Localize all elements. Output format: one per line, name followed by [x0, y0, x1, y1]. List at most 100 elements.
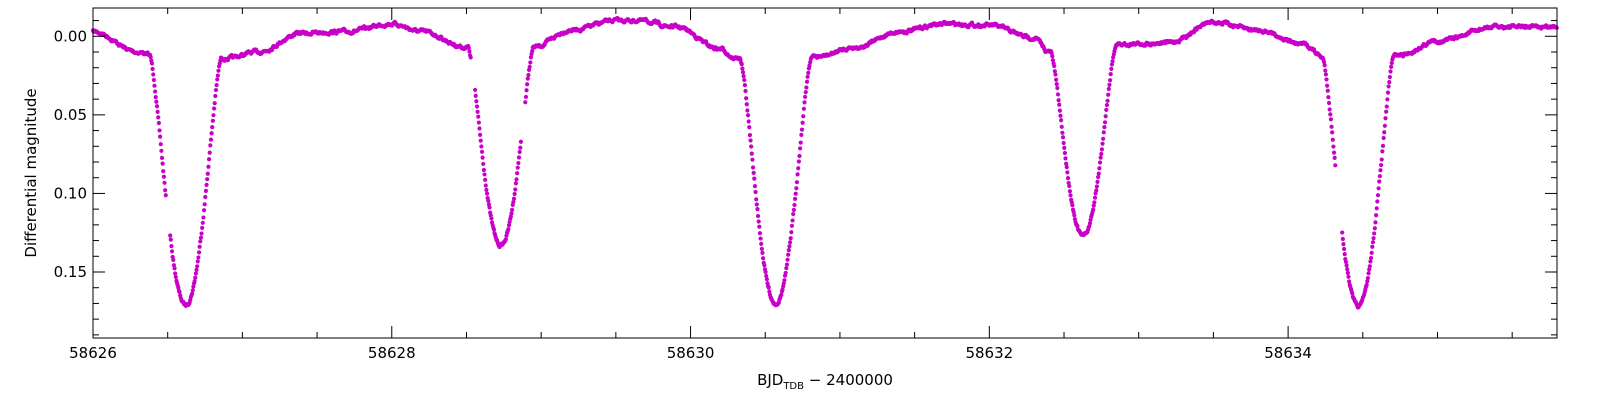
data-point	[745, 108, 750, 113]
data-point	[503, 237, 508, 242]
data-point	[209, 131, 214, 136]
data-point	[1387, 80, 1392, 85]
data-point	[210, 118, 215, 123]
data-point	[1106, 92, 1111, 97]
data-point	[198, 239, 203, 244]
x-axis-label-suffix: − 2400000	[804, 371, 893, 389]
data-point	[1052, 63, 1057, 69]
data-point	[1345, 267, 1350, 272]
data-point	[517, 149, 522, 155]
data-point	[1064, 161, 1069, 166]
data-point	[792, 202, 797, 208]
data-point	[792, 196, 798, 201]
data-point	[1054, 82, 1059, 87]
data-point	[523, 100, 528, 105]
data-point	[1075, 224, 1080, 229]
data-point	[1373, 213, 1379, 218]
data-point	[483, 177, 488, 183]
data-point	[1378, 168, 1383, 173]
data-point	[211, 113, 216, 118]
data-point	[526, 72, 531, 78]
data-point	[1065, 176, 1071, 181]
data-point	[206, 164, 211, 169]
data-point	[789, 230, 794, 235]
x-tick-label: 58626	[69, 344, 117, 362]
data-point	[1057, 102, 1062, 107]
x-axis-label-subscript: TDB	[782, 381, 804, 392]
data-point	[510, 207, 515, 212]
data-point	[1058, 113, 1063, 118]
data-point	[484, 191, 490, 196]
data-point	[478, 132, 483, 137]
data-point	[477, 126, 482, 131]
data-point	[1341, 246, 1347, 252]
data-point	[491, 227, 497, 232]
data-point	[1321, 59, 1327, 65]
data-point	[1326, 100, 1332, 106]
data-point	[193, 275, 198, 280]
data-point	[1095, 179, 1100, 184]
data-point	[1369, 250, 1374, 255]
data-point	[766, 285, 771, 290]
data-point	[198, 235, 204, 240]
data-point	[1059, 124, 1064, 129]
data-point	[1101, 136, 1106, 141]
x-axis-label: BJDTDB − 2400000	[757, 371, 893, 392]
data-point	[151, 72, 156, 77]
data-point	[741, 74, 746, 79]
data-point	[753, 189, 758, 195]
data-point	[1097, 160, 1103, 165]
data-point	[1052, 69, 1057, 74]
data-point	[1330, 130, 1335, 135]
data-point	[156, 120, 161, 126]
x-tick-label: 58628	[368, 344, 416, 362]
data-point	[173, 271, 178, 276]
data-point	[513, 187, 518, 192]
data-point	[779, 292, 784, 298]
data-point	[208, 137, 214, 142]
data-point	[1367, 264, 1372, 269]
data-point	[211, 106, 217, 111]
data-point	[177, 290, 182, 295]
data-point	[783, 270, 788, 276]
data-point	[168, 237, 173, 242]
data-point	[525, 76, 530, 81]
data-point	[173, 274, 178, 280]
data-point	[762, 263, 767, 268]
data-point	[161, 169, 166, 174]
data-point	[1323, 72, 1328, 77]
data-point	[1329, 124, 1334, 129]
data-point	[528, 55, 534, 60]
data-point	[1328, 112, 1333, 117]
data-point	[171, 257, 176, 262]
data-point	[508, 214, 513, 219]
data-point	[486, 198, 491, 203]
data-point	[205, 171, 210, 176]
data-point	[158, 142, 163, 147]
data-point	[1094, 188, 1099, 193]
data-point	[750, 157, 755, 162]
data-point	[1325, 83, 1330, 88]
data-point	[205, 177, 210, 182]
y-tick-label: 0.00	[54, 27, 87, 45]
data-point	[212, 101, 217, 106]
data-point	[1365, 275, 1371, 281]
data-point	[1050, 54, 1055, 59]
data-point	[744, 102, 749, 107]
plot-frame	[92, 7, 1558, 339]
data-point	[1376, 186, 1381, 191]
data-point	[484, 187, 489, 192]
data-point	[1067, 189, 1073, 194]
data-point	[1368, 255, 1374, 261]
data-point	[1062, 150, 1067, 156]
data-point	[1379, 157, 1384, 162]
data-point	[154, 104, 160, 109]
data-point	[201, 215, 206, 220]
data-point	[801, 114, 806, 119]
data-point	[786, 252, 791, 257]
data-point	[754, 197, 759, 202]
data-point	[1109, 62, 1115, 67]
data-point	[481, 161, 486, 167]
data-point	[1068, 193, 1073, 198]
data-point	[787, 244, 792, 249]
